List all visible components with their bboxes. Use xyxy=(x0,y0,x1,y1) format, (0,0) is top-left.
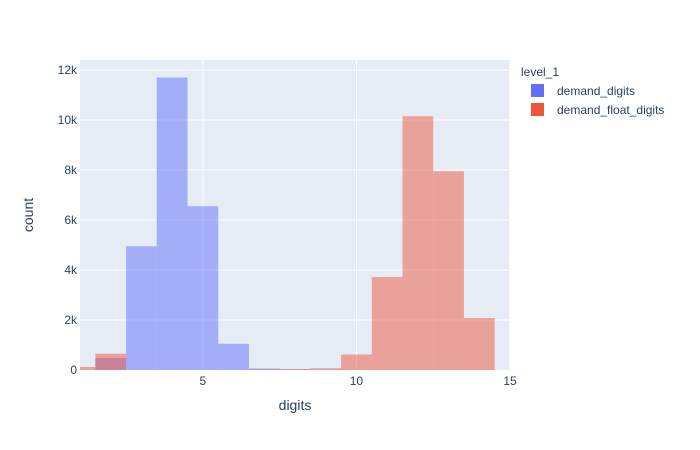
histogram-bar[interactable] xyxy=(156,77,188,371)
y-axis-title: count xyxy=(20,198,36,232)
x-tick-label: 10 xyxy=(350,374,364,388)
x-tick-label: 15 xyxy=(503,374,517,388)
y-axis-ticks: 0 2k 4k 6k 8k 10k 12k xyxy=(58,63,78,377)
x-axis-ticks: 5 10 15 xyxy=(200,374,517,388)
histogram-bar[interactable] xyxy=(126,246,157,370)
histogram-bar[interactable] xyxy=(463,318,495,370)
legend-label: demand_digits xyxy=(557,84,635,98)
histogram-bar[interactable] xyxy=(341,354,372,371)
histogram-bar[interactable] xyxy=(95,353,127,370)
histogram-bar[interactable] xyxy=(402,116,434,370)
histogram-bar[interactable] xyxy=(310,368,342,370)
y-tick-label: 2k xyxy=(64,313,78,327)
x-tick-label: 5 xyxy=(200,374,207,388)
y-tick-label: 4k xyxy=(64,263,78,277)
histogram-bar[interactable] xyxy=(80,367,96,370)
y-tick-label: 6k xyxy=(64,213,78,227)
legend-item-demand-float-digits[interactable]: demand_float_digits xyxy=(531,103,664,117)
histogram-bar[interactable] xyxy=(433,171,464,370)
bars xyxy=(80,77,495,371)
series-demand-float-digits xyxy=(80,116,495,370)
legend-label: demand_float_digits xyxy=(557,103,664,117)
histogram-bar[interactable] xyxy=(248,369,280,371)
x-axis-title: digits xyxy=(279,397,312,413)
y-tick-label: 10k xyxy=(58,113,78,127)
y-tick-label: 8k xyxy=(64,163,78,177)
histogram-bar[interactable] xyxy=(371,277,403,370)
histogram-bar[interactable] xyxy=(248,368,280,371)
y-tick-label: 12k xyxy=(58,63,78,77)
legend-swatch xyxy=(531,103,544,116)
histogram-bar[interactable] xyxy=(187,206,219,370)
legend-item-demand-digits[interactable]: demand_digits xyxy=(531,84,635,98)
y-tick-label: 0 xyxy=(70,363,77,377)
histogram-bar[interactable] xyxy=(279,369,311,370)
legend-title: level_1 xyxy=(521,65,559,79)
legend-swatch xyxy=(531,84,544,97)
histogram-bar[interactable] xyxy=(218,343,249,370)
legend[interactable]: level_1 demand_digits demand_float_digit… xyxy=(521,65,664,117)
